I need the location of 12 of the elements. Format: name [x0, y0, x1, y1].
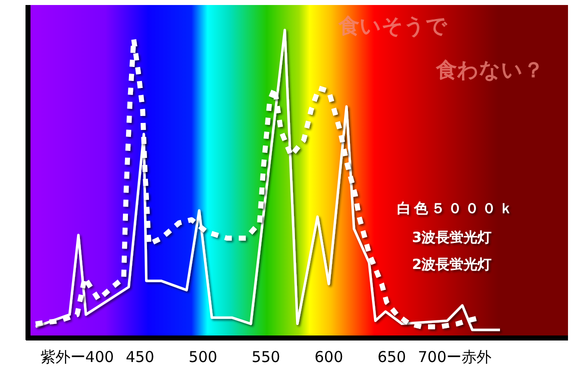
annotation: 食わない？	[435, 58, 544, 82]
legend-label: 3波長蛍光灯	[412, 230, 492, 246]
x-tick-label: 450	[126, 348, 154, 366]
x-tick-label: 500	[188, 348, 218, 366]
legend-label: 2波長蛍光灯	[412, 257, 492, 273]
x-tick-label: 650	[377, 348, 406, 366]
legend-title: 白色５０００ｋ	[397, 201, 516, 217]
annotation: 食いそうで	[338, 14, 448, 38]
x-tick-label: 600	[314, 348, 344, 366]
x-tick-label: 550	[252, 348, 280, 366]
x-tick-label: 紫外ー400	[40, 348, 114, 366]
x-tick-label: 700ー赤外	[418, 348, 492, 366]
